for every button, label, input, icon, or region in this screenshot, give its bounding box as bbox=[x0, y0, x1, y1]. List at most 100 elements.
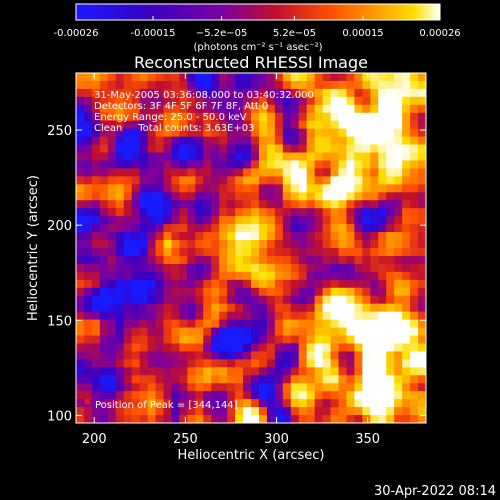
heatmap-cell bbox=[338, 104, 348, 114]
heatmap-cell bbox=[76, 311, 85, 321]
heatmap-cell bbox=[139, 415, 149, 423]
heatmap-cell bbox=[91, 335, 101, 345]
colorbar-tick-label: −5.2e−05 bbox=[196, 28, 248, 39]
heatmap-cell bbox=[314, 73, 324, 82]
heatmap-cell bbox=[346, 144, 355, 154]
heatmap-cell bbox=[266, 224, 276, 233]
heatmap-cell bbox=[83, 88, 93, 98]
heatmap-cell bbox=[330, 343, 340, 352]
heatmap-cell bbox=[163, 152, 173, 162]
heatmap-cell bbox=[410, 359, 419, 368]
heatmap-cell bbox=[378, 128, 387, 138]
heatmap-cell bbox=[155, 311, 165, 321]
heatmap-cell bbox=[187, 359, 196, 368]
heatmap-cell bbox=[282, 73, 292, 82]
heatmap-cell bbox=[251, 192, 260, 201]
heatmap-cell bbox=[378, 248, 387, 257]
heatmap-cell bbox=[171, 184, 180, 193]
heatmap-cell bbox=[386, 359, 395, 368]
heatmap-cell bbox=[76, 407, 85, 416]
heatmap-cell bbox=[251, 144, 260, 154]
heatmap-cell bbox=[211, 287, 220, 297]
heatmap-cell bbox=[346, 176, 355, 185]
heatmap-cell bbox=[410, 295, 419, 305]
heatmap-cell bbox=[402, 88, 411, 98]
heatmap-cell bbox=[219, 335, 228, 345]
heatmap-cell bbox=[402, 80, 411, 90]
heatmap-cell bbox=[266, 335, 276, 345]
heatmap-cell bbox=[147, 327, 157, 337]
heatmap-cell bbox=[386, 224, 395, 233]
heatmap-cell bbox=[187, 335, 196, 345]
heatmap-cell bbox=[394, 80, 403, 90]
heatmap-cell bbox=[203, 128, 212, 138]
heatmap-cell bbox=[243, 200, 252, 209]
heatmap-cell bbox=[171, 311, 180, 321]
heatmap-cell bbox=[155, 327, 165, 337]
heatmap-cell bbox=[131, 120, 141, 130]
heatmap-cell bbox=[266, 96, 276, 106]
heatmap-cell bbox=[418, 343, 426, 352]
heatmap-cell bbox=[227, 88, 236, 98]
heatmap-cell bbox=[99, 271, 109, 281]
heatmap-cell bbox=[115, 232, 125, 241]
heatmap-cell bbox=[251, 136, 260, 146]
heatmap-cell bbox=[378, 303, 387, 313]
heatmap-cell bbox=[115, 136, 125, 146]
heatmap-cell bbox=[235, 255, 244, 265]
heatmap-cell bbox=[187, 375, 196, 384]
heatmap-cell bbox=[314, 112, 324, 122]
heatmap-cell bbox=[107, 240, 117, 249]
heatmap-cell bbox=[203, 88, 212, 98]
heatmap-cell bbox=[235, 80, 244, 90]
heatmap-cell bbox=[195, 208, 204, 217]
heatmap-cell bbox=[394, 359, 403, 368]
heatmap-cell bbox=[266, 399, 276, 408]
heatmap-cells bbox=[76, 73, 426, 423]
heatmap-cell bbox=[282, 271, 292, 281]
heatmap-cell bbox=[378, 343, 387, 352]
heatmap-cell bbox=[314, 319, 324, 329]
heatmap-cell bbox=[147, 271, 157, 281]
heatmap-cell bbox=[187, 200, 196, 209]
heatmap-cell bbox=[163, 128, 173, 138]
heatmap-cell bbox=[131, 367, 141, 376]
heatmap-cell bbox=[235, 383, 244, 392]
heatmap-cell bbox=[243, 383, 252, 392]
heatmap-cell bbox=[386, 407, 395, 416]
heatmap-cell bbox=[243, 112, 252, 122]
heatmap-cell bbox=[115, 120, 125, 130]
heatmap-cell bbox=[418, 271, 426, 281]
heatmap-cell bbox=[282, 192, 292, 201]
heatmap-cell bbox=[99, 240, 109, 249]
heatmap-cell bbox=[195, 351, 204, 360]
heatmap-cell bbox=[76, 128, 85, 138]
heatmap-cell bbox=[346, 240, 355, 249]
heatmap-cell bbox=[330, 152, 340, 162]
heatmap-cell bbox=[107, 104, 117, 114]
heatmap-cell bbox=[115, 240, 125, 249]
heatmap-cell bbox=[187, 240, 196, 249]
annotation-energy-range: Energy Range: 25.0 - 50.0 keV bbox=[94, 112, 247, 123]
heatmap-cell bbox=[131, 407, 141, 416]
heatmap-cell bbox=[346, 319, 355, 329]
heatmap-cell bbox=[314, 168, 324, 177]
heatmap-cell bbox=[282, 168, 292, 177]
heatmap-cell bbox=[378, 279, 387, 289]
heatmap-cell bbox=[131, 319, 141, 329]
heatmap-cell bbox=[115, 383, 125, 392]
heatmap-cell bbox=[330, 240, 340, 249]
heatmap-cell bbox=[179, 263, 188, 273]
heatmap-cell bbox=[203, 232, 212, 241]
heatmap-cell bbox=[227, 248, 236, 257]
heatmap-cell bbox=[123, 224, 133, 233]
heatmap-cell bbox=[378, 192, 387, 201]
heatmap-cell bbox=[346, 359, 355, 368]
heatmap-cell bbox=[354, 104, 363, 114]
heatmap-cell bbox=[163, 399, 173, 408]
heatmap-cell bbox=[251, 295, 260, 305]
heatmap-cell bbox=[155, 144, 165, 154]
heatmap-cell bbox=[346, 128, 355, 138]
heatmap-cell bbox=[410, 399, 419, 408]
heatmap-cell bbox=[99, 391, 109, 400]
